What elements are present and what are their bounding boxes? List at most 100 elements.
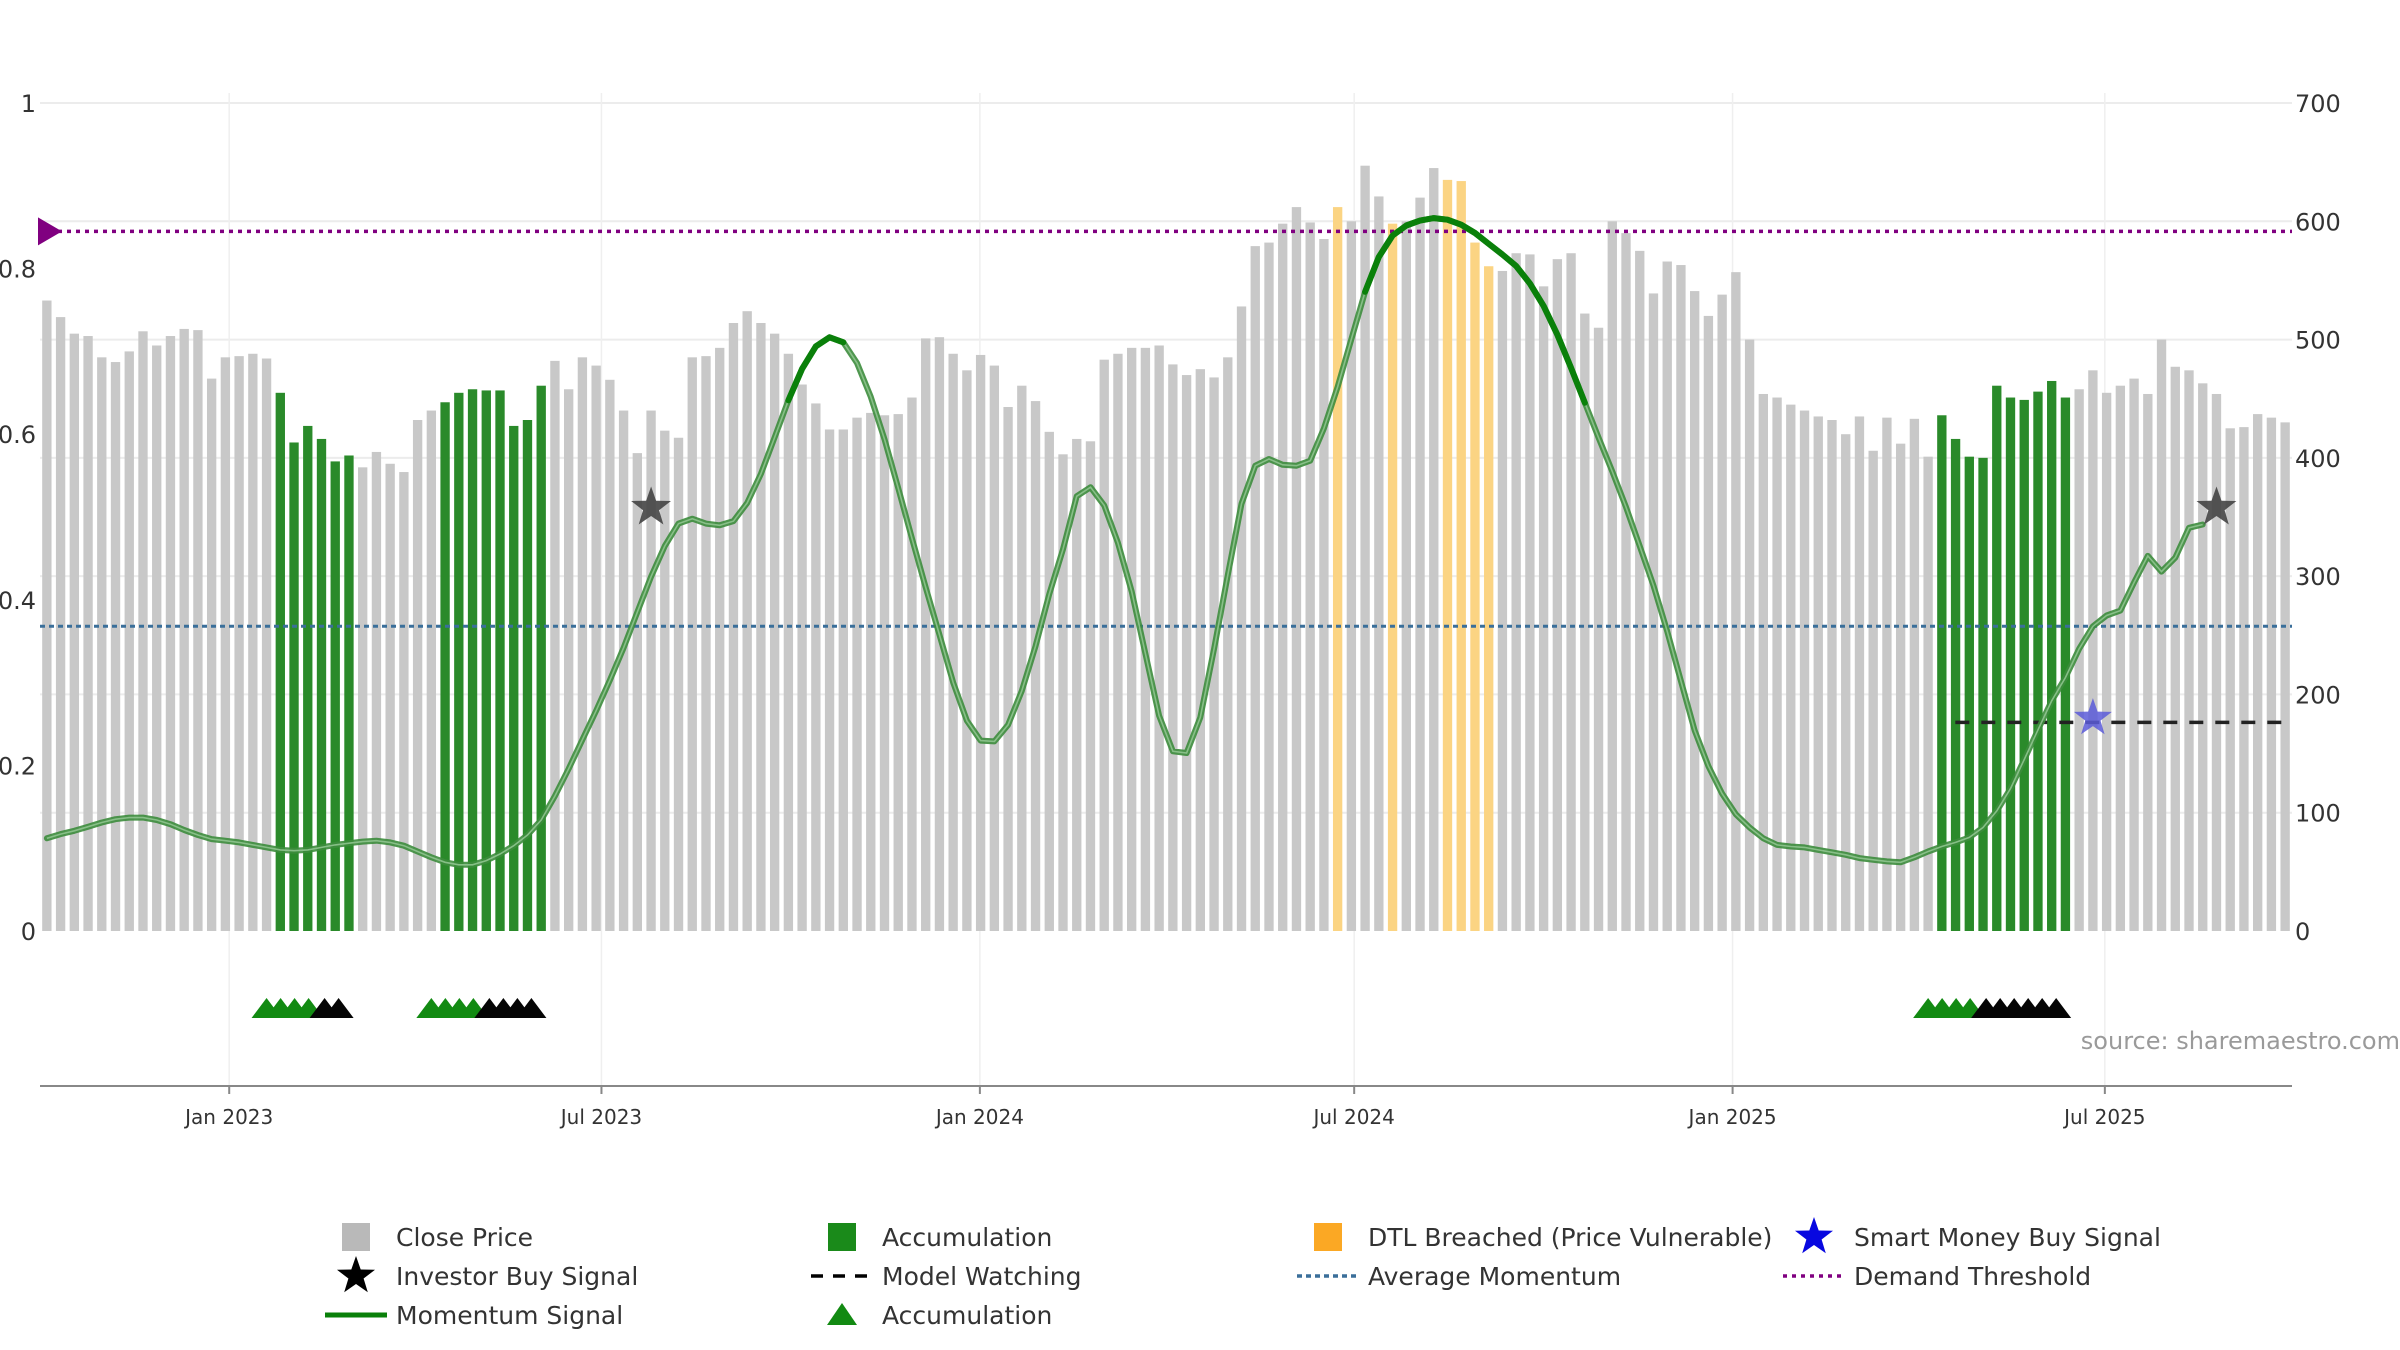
price-bar <box>1744 339 1755 932</box>
price-bar <box>2266 417 2277 931</box>
legend-label: Average Momentum <box>1368 1262 1621 1291</box>
price-bar <box>2129 378 2139 931</box>
price-bar <box>1003 406 1013 932</box>
price-bar <box>2280 422 2290 931</box>
price-bar <box>69 333 79 932</box>
momentum-line <box>43 215 2206 868</box>
price-bar <box>55 317 66 931</box>
price-bar <box>879 415 890 931</box>
price-bar <box>97 357 107 931</box>
price-bar <box>1799 410 1810 931</box>
price-bar <box>1648 293 1659 931</box>
accumulation-bar <box>303 425 313 931</box>
accumulation-bar <box>2047 380 2057 931</box>
momentum-signal-line <box>43 215 2206 868</box>
price-bar <box>1264 242 1274 931</box>
investor-buy-signal-star <box>631 486 671 525</box>
accumulation-bar <box>440 402 450 932</box>
price-bar <box>1690 291 1700 931</box>
price-bar <box>1882 417 1892 931</box>
price-bar <box>358 467 368 931</box>
price-bar <box>1662 261 1672 931</box>
price-bar <box>2088 370 2098 932</box>
left-axis-tick-label: 1 <box>21 90 36 118</box>
price-bar <box>605 379 615 931</box>
price-bar <box>248 353 258 931</box>
price-bar <box>1511 253 1521 932</box>
legend-swatch <box>828 1223 856 1251</box>
price-bar <box>1140 347 1151 931</box>
price-bar <box>687 357 697 931</box>
price-bar <box>2115 385 2126 931</box>
right-axis-tick-label: 700 <box>2295 90 2341 118</box>
legend-item-accum-bar: Accumulation <box>828 1223 1052 1252</box>
price-bar <box>646 410 656 931</box>
price-bar <box>1786 404 1796 932</box>
right-axis-tick-label: 400 <box>2295 445 2341 473</box>
legend-item-watching: Model Watching <box>811 1262 1082 1291</box>
x-axis-tick-label: Jul 2024 <box>1311 1105 1394 1129</box>
left-axis-tick-label: 0.4 <box>0 587 36 615</box>
legend-star-icon <box>1795 1217 1833 1254</box>
price-bar <box>701 356 711 931</box>
price-bar <box>2225 428 2235 931</box>
price-bar <box>1250 246 1260 931</box>
price-bar <box>1580 313 1590 931</box>
price-bar <box>1717 294 1727 931</box>
dtl-breached-bar <box>1387 223 1398 931</box>
price-bar <box>426 410 437 931</box>
price-bar <box>1868 450 1878 931</box>
price-bar <box>1058 454 1068 931</box>
right-axis-tick-label: 100 <box>2295 800 2341 828</box>
price-bar <box>1676 265 1686 932</box>
price-bar <box>838 429 848 931</box>
price-bar <box>1909 418 1920 931</box>
price-bar <box>1401 221 1411 932</box>
legend-item-dtl: DTL Breached (Price Vulnerable) <box>1314 1223 1772 1252</box>
price-bar <box>852 417 862 931</box>
price-bar <box>1291 207 1302 931</box>
price-bar <box>1278 223 1288 931</box>
legend-item-momentum: Momentum Signal <box>325 1301 623 1330</box>
price-bar <box>1346 221 1357 932</box>
model-watching-triangle <box>516 998 547 1018</box>
accumulation-bar <box>2019 399 2029 931</box>
accumulation-bar <box>522 420 533 931</box>
legend-label: Model Watching <box>882 1262 1082 1291</box>
price-bar <box>1813 416 1823 931</box>
smart-money-buy-signal-star <box>2073 698 2112 735</box>
price-bar <box>1841 434 1851 931</box>
price-bar <box>962 370 972 932</box>
accumulation-bar <box>495 390 505 931</box>
accumulation-bar <box>1937 415 1947 931</box>
price-bar <box>1360 165 1370 932</box>
demand-threshold-marker <box>38 217 62 246</box>
price-bar <box>1127 347 1137 931</box>
price-bar <box>742 311 752 931</box>
price-bar <box>1703 315 1714 931</box>
price-bar <box>1525 254 1535 932</box>
price-bar <box>797 384 807 931</box>
left-axis-tick-label: 0 <box>21 918 36 946</box>
price-bar <box>1017 385 1027 931</box>
momentum-strong-segment <box>785 334 847 404</box>
price-bar <box>564 389 574 931</box>
price-bar <box>660 430 670 931</box>
price-bar <box>2239 427 2249 931</box>
legend-triangle-icon <box>827 1303 857 1325</box>
right-axis-tick-label: 600 <box>2295 208 2341 236</box>
price-bar <box>907 397 917 931</box>
price-bar <box>811 403 821 932</box>
price-bar <box>1497 270 1508 932</box>
model-watching-triangle <box>323 998 354 1018</box>
price-bar <box>138 331 148 931</box>
legend-star-icon <box>337 1256 375 1293</box>
x-axis-tick-label: Jul 2025 <box>2062 1105 2145 1129</box>
accumulation-bar <box>330 461 340 931</box>
price-bar <box>1168 364 1178 931</box>
price-bar <box>715 347 725 931</box>
price-bar <box>1072 438 1082 931</box>
momentum-signal-highlight <box>46 217 2203 866</box>
legend-label: Smart Money Buy Signal <box>1854 1223 2161 1252</box>
price-bars <box>42 165 2290 932</box>
